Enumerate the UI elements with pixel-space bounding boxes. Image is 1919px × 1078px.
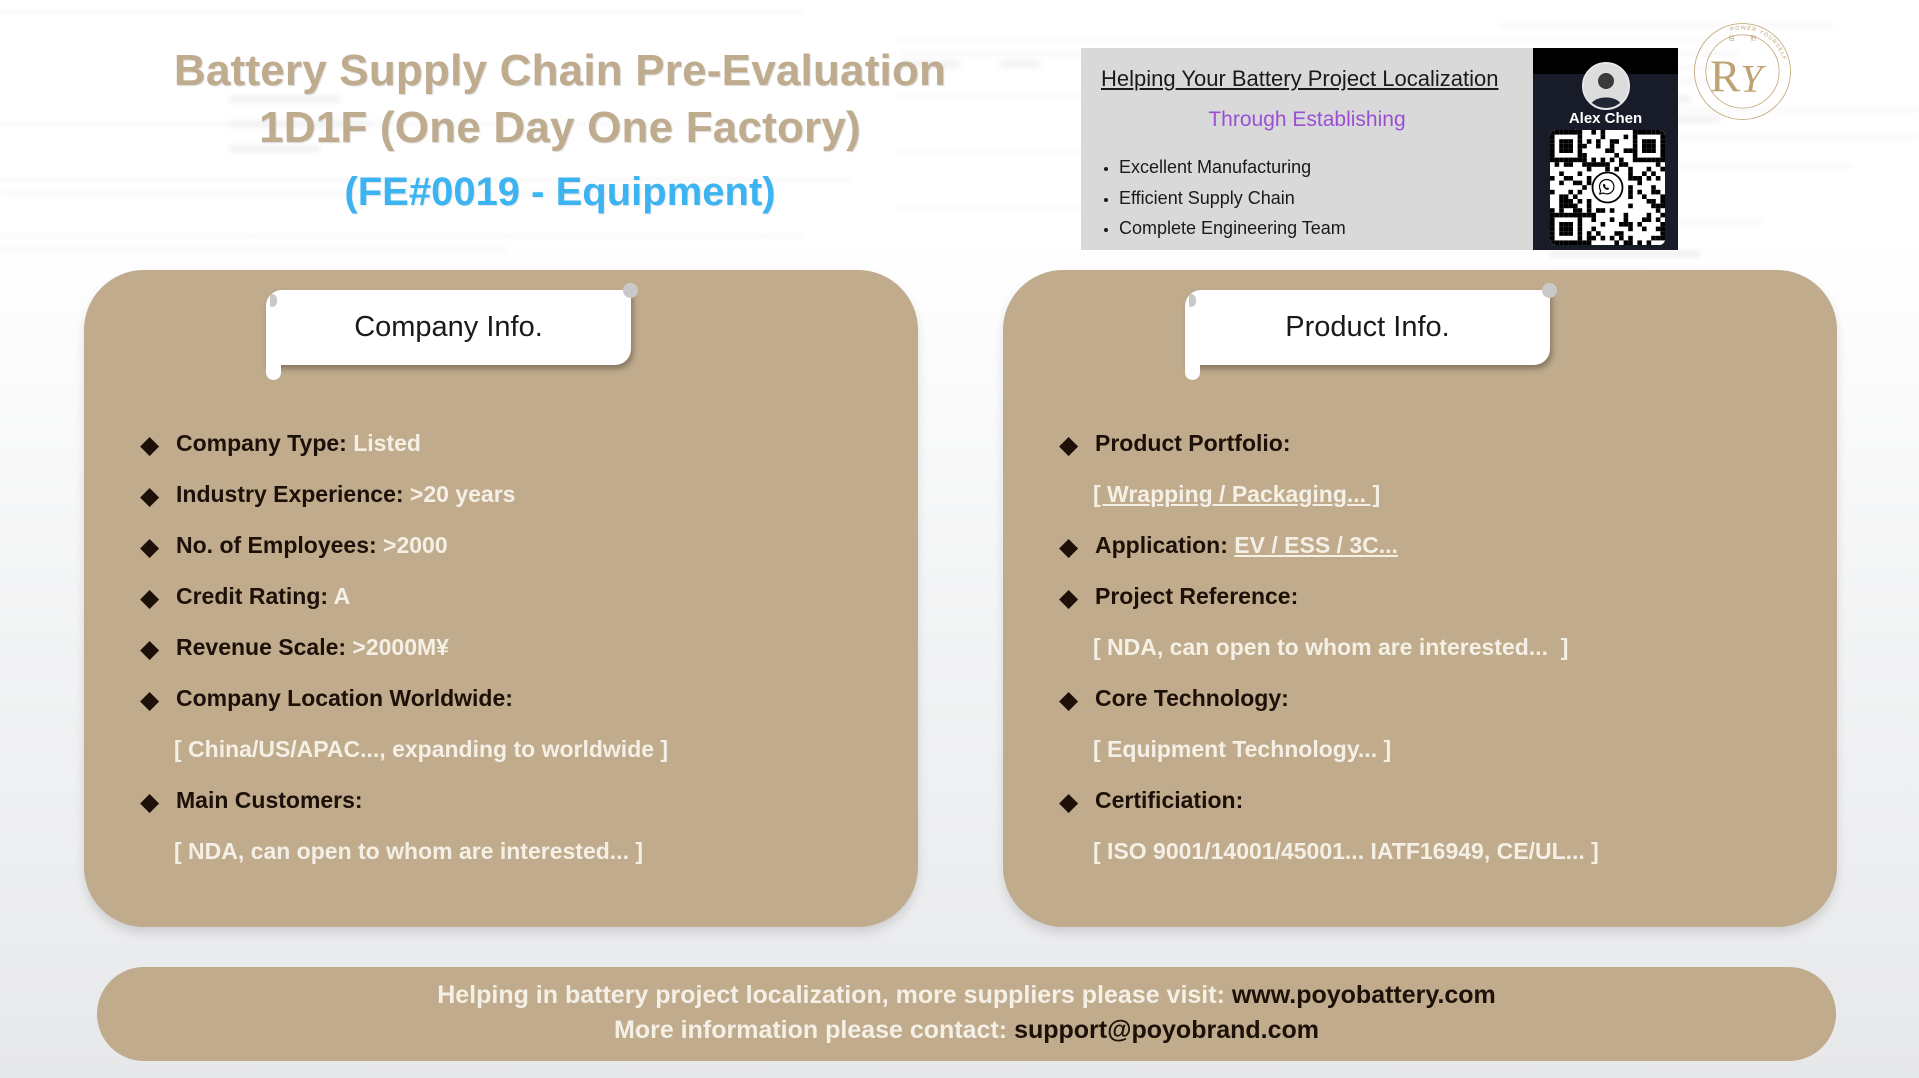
svg-text:R: R <box>1710 50 1741 101</box>
svg-text:Y: Y <box>1740 56 1766 100</box>
svg-text:伯: 伯 <box>1728 33 1734 42</box>
svg-text:豹: 豹 <box>1750 33 1756 42</box>
